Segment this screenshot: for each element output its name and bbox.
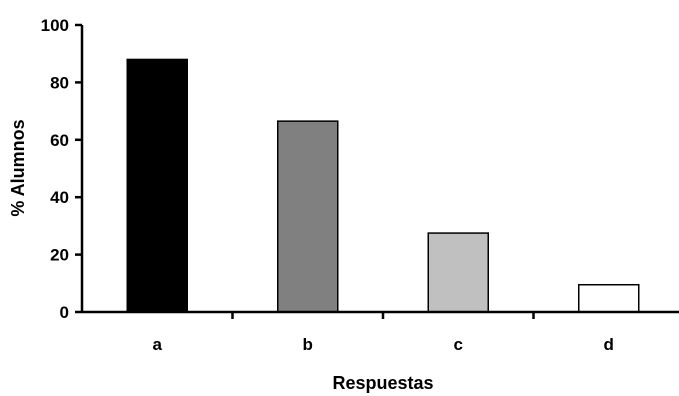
- x-tick-label-d: d: [604, 335, 614, 354]
- bar-d: [578, 283, 640, 313]
- x-axis-title: Respuestas: [332, 373, 433, 393]
- x-axis-ticks: a b c d: [153, 312, 614, 354]
- y-axis-ticks: 0 20 40 60 80 100: [41, 16, 82, 322]
- bar-a: [126, 58, 188, 313]
- y-tick-label: 80: [50, 73, 69, 92]
- bar-c: [427, 232, 489, 313]
- y-tick-label: 60: [50, 131, 69, 150]
- y-tick-label: 40: [50, 188, 69, 207]
- y-axis-title: % Alumnos: [8, 119, 28, 216]
- y-tick-label: 20: [50, 246, 69, 265]
- bar-b: [277, 120, 339, 313]
- bars: [126, 58, 640, 313]
- x-tick-label-b: b: [303, 335, 313, 354]
- y-tick-label: 0: [60, 303, 69, 322]
- y-tick-label: 100: [41, 16, 69, 35]
- x-tick-label-c: c: [454, 335, 463, 354]
- x-tick-label-a: a: [153, 335, 163, 354]
